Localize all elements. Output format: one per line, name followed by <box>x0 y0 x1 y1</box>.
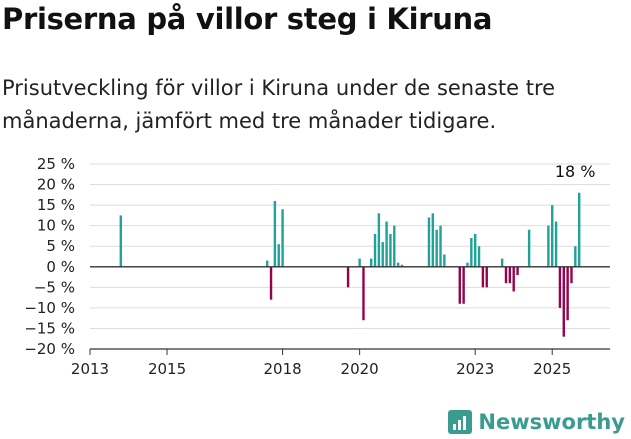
bar <box>427 217 431 267</box>
bar <box>369 258 373 267</box>
bar <box>269 266 273 300</box>
bar <box>512 266 515 292</box>
bar <box>562 266 565 337</box>
bar <box>570 266 573 284</box>
bar <box>527 229 531 267</box>
x-tick-label: 2023 <box>456 360 494 378</box>
bar <box>504 266 508 284</box>
bar <box>547 225 550 267</box>
x-tick-label: 2013 <box>71 360 109 378</box>
y-tick-label: 15 % <box>37 196 75 214</box>
bar <box>431 213 435 267</box>
bar <box>500 258 504 267</box>
bar <box>516 266 519 275</box>
brand-name: Newsworthy <box>478 410 625 434</box>
y-tick-label: −15 % <box>24 319 75 337</box>
bar <box>396 262 400 267</box>
bar <box>358 258 361 267</box>
bar <box>435 229 438 267</box>
x-tick-label: 2025 <box>533 360 571 378</box>
bar <box>362 266 365 321</box>
y-axis-ticks: 25 % 20 % 15 % 10 % 5 % 0 % −5 % −10 % −15 % −20 … <box>24 155 75 358</box>
y-tick-label: 0 % <box>46 258 75 276</box>
bar <box>473 233 477 267</box>
newsworthy-logo-icon <box>448 410 473 434</box>
bar <box>265 260 269 267</box>
bar <box>462 266 465 304</box>
y-tick-label: 25 % <box>37 155 75 173</box>
y-tick-label: 20 % <box>37 176 75 194</box>
x-tick-label: 2015 <box>148 360 186 378</box>
y-tick-label: 10 % <box>37 217 75 235</box>
y-tick-label: 5 % <box>46 237 75 255</box>
brand-logo: Newsworthy <box>448 410 625 434</box>
bar <box>554 221 558 267</box>
chart-title: Priserna på villor steg i Kiruna <box>2 2 493 36</box>
last-value-annotation: 18 % <box>555 162 596 181</box>
bar <box>558 266 562 308</box>
bar <box>346 266 350 288</box>
bar <box>481 266 485 288</box>
y-tick-label: −20 % <box>24 340 75 358</box>
bar <box>273 201 277 267</box>
y-tick-label: −10 % <box>24 299 75 317</box>
y-tick-label: −5 % <box>34 278 75 296</box>
bar <box>566 266 569 321</box>
bar <box>381 242 384 267</box>
bar <box>385 221 388 267</box>
bar <box>119 215 123 267</box>
x-tick-label: 2020 <box>341 360 379 378</box>
bar <box>574 246 577 267</box>
bar <box>393 225 396 267</box>
bar <box>443 254 446 267</box>
bar <box>277 244 280 267</box>
bars <box>119 192 581 337</box>
bar <box>400 264 404 267</box>
bar <box>470 238 473 267</box>
x-tick-label: 2018 <box>263 360 301 378</box>
bar <box>281 209 284 267</box>
bar <box>508 266 512 284</box>
bar <box>373 233 377 267</box>
bar <box>389 233 392 267</box>
x-axis-ticks: 2013 2015 2018 2020 2023 2025 <box>71 349 571 378</box>
bar <box>577 192 581 267</box>
bar <box>458 266 461 304</box>
bar-chart: 25 % 20 % 15 % 10 % 5 % 0 % −5 % −10 % −15 % −20 … <box>24 155 610 378</box>
bar <box>485 266 488 288</box>
bar <box>439 225 442 267</box>
bar <box>477 246 481 267</box>
bar <box>551 205 554 267</box>
chart-subtitle: Prisutveckling för villor i Kiruna under… <box>2 76 556 133</box>
grid-lines <box>90 163 610 350</box>
bar <box>466 262 469 267</box>
bar <box>377 213 381 267</box>
